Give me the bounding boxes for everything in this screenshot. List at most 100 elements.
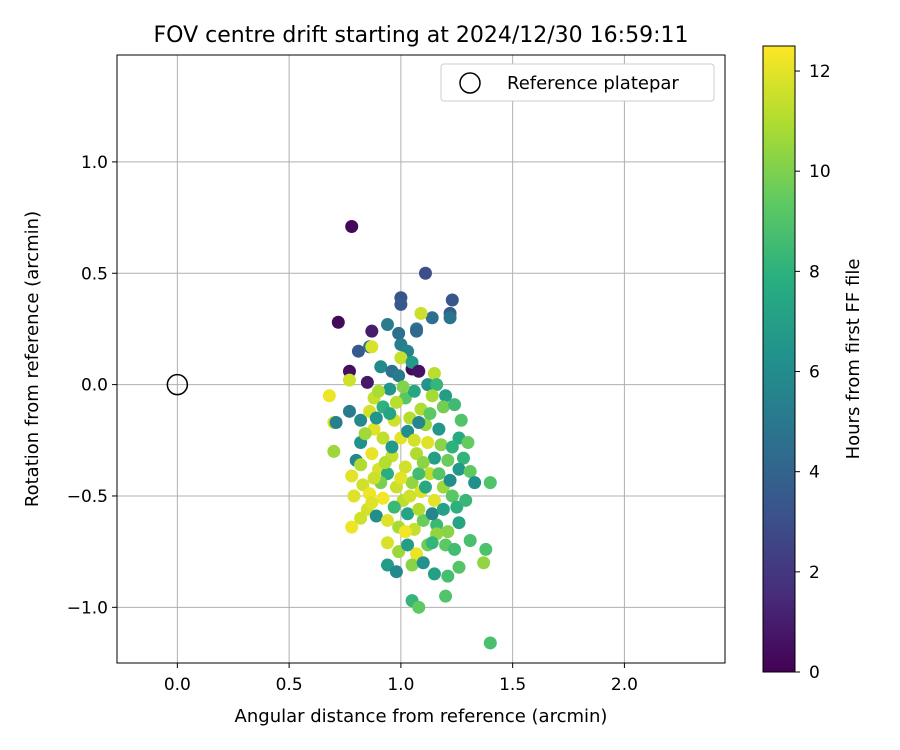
colorbar-tick-label: 8 bbox=[809, 262, 820, 282]
data-point bbox=[418, 266, 432, 280]
chart-title: FOV centre drift starting at 2024/12/30 … bbox=[154, 23, 689, 48]
data-point bbox=[436, 400, 450, 414]
data-point bbox=[389, 395, 403, 409]
data-point bbox=[383, 382, 397, 396]
data-point bbox=[401, 507, 415, 521]
data-point bbox=[423, 407, 437, 421]
data-point bbox=[369, 509, 383, 523]
data-point bbox=[414, 306, 428, 320]
data-point bbox=[376, 491, 390, 505]
data-point bbox=[479, 542, 493, 556]
data-point bbox=[380, 467, 394, 481]
data-point bbox=[385, 440, 399, 454]
data-point bbox=[452, 516, 466, 530]
data-point bbox=[477, 556, 491, 570]
data-point bbox=[354, 413, 368, 427]
data-point bbox=[432, 467, 446, 481]
y-tick-label: −1.0 bbox=[67, 598, 108, 618]
data-point bbox=[421, 436, 435, 450]
colorbar-tick-label: 4 bbox=[809, 463, 820, 483]
scatter-points bbox=[322, 219, 497, 650]
data-point bbox=[425, 311, 439, 325]
reference-marker bbox=[166, 373, 189, 396]
data-point bbox=[345, 520, 359, 534]
data-point bbox=[410, 547, 424, 561]
y-axis-ticks: −1.0 −0.5 0.0 0.5 1.0 bbox=[67, 153, 117, 618]
data-point bbox=[423, 467, 437, 481]
data-point bbox=[416, 556, 430, 570]
data-point bbox=[372, 384, 386, 398]
data-point bbox=[398, 525, 412, 539]
data-point bbox=[468, 476, 482, 490]
data-point bbox=[443, 473, 457, 487]
data-point bbox=[427, 567, 441, 581]
data-point bbox=[454, 413, 468, 427]
data-point bbox=[410, 324, 424, 338]
data-point bbox=[425, 389, 439, 403]
data-point bbox=[459, 493, 473, 507]
colorbar-ticks: 0 2 4 6 8 10 12 bbox=[795, 62, 831, 683]
legend: Reference platepar bbox=[440, 63, 715, 102]
plot-frame bbox=[116, 54, 726, 664]
data-point bbox=[360, 375, 374, 389]
data-point bbox=[365, 340, 379, 354]
data-point bbox=[351, 344, 365, 358]
data-point bbox=[345, 469, 359, 483]
data-point bbox=[405, 476, 419, 490]
data-point bbox=[448, 398, 462, 412]
data-point bbox=[365, 324, 379, 338]
data-point bbox=[441, 569, 455, 583]
data-point bbox=[427, 493, 441, 507]
y-axis-label: Rotation from reference (arcmin) bbox=[22, 211, 43, 507]
data-point bbox=[452, 560, 466, 574]
data-point bbox=[430, 378, 444, 392]
data-point bbox=[354, 511, 368, 525]
colorbar-tick-label: 6 bbox=[809, 363, 820, 383]
data-point bbox=[445, 293, 459, 307]
data-point bbox=[445, 489, 459, 503]
data-point bbox=[434, 438, 448, 452]
legend-reference-marker bbox=[459, 72, 481, 94]
data-point bbox=[405, 558, 419, 572]
legend-box bbox=[440, 63, 715, 102]
data-point bbox=[430, 518, 444, 532]
data-point bbox=[412, 415, 426, 429]
data-point bbox=[439, 589, 453, 603]
data-point bbox=[365, 447, 379, 461]
data-point bbox=[456, 451, 470, 465]
data-point bbox=[342, 373, 356, 387]
data-point bbox=[483, 636, 497, 650]
data-point bbox=[412, 467, 426, 481]
data-point bbox=[387, 500, 401, 514]
data-point bbox=[463, 464, 477, 478]
colorbar-label: Hours from first FF file bbox=[843, 259, 864, 460]
data-point bbox=[483, 476, 497, 490]
data-point bbox=[396, 380, 410, 394]
data-point bbox=[448, 542, 462, 556]
data-point bbox=[403, 489, 417, 503]
data-point bbox=[401, 424, 415, 438]
data-point bbox=[427, 451, 441, 465]
data-point bbox=[452, 462, 466, 476]
data-point bbox=[374, 360, 388, 374]
x-tick-label: 0.0 bbox=[164, 675, 191, 695]
data-point bbox=[443, 311, 457, 325]
x-axis-label: Angular distance from reference (arcmin) bbox=[235, 706, 608, 727]
y-tick-label: −0.5 bbox=[67, 487, 108, 507]
data-point bbox=[441, 453, 455, 467]
data-point bbox=[392, 545, 406, 559]
data-point bbox=[354, 458, 368, 472]
x-tick-label: 1.5 bbox=[499, 675, 526, 695]
data-point bbox=[380, 558, 394, 572]
colorbar-tick-label: 10 bbox=[809, 162, 831, 182]
data-point bbox=[358, 427, 372, 441]
data-point bbox=[394, 297, 408, 311]
data-point bbox=[441, 525, 455, 539]
data-point bbox=[369, 411, 383, 425]
data-point bbox=[412, 600, 426, 614]
data-point bbox=[461, 436, 475, 450]
data-point bbox=[347, 489, 361, 503]
data-point bbox=[436, 502, 450, 516]
x-tick-label: 1.0 bbox=[387, 675, 414, 695]
data-point bbox=[394, 471, 408, 485]
